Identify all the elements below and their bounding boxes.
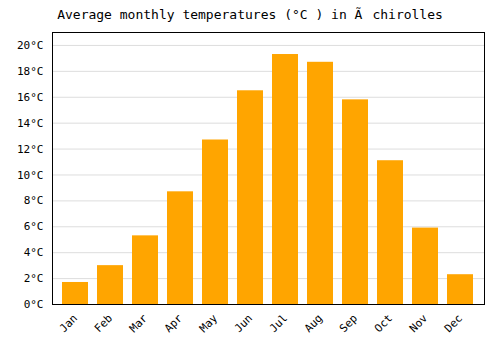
svg-text:2°C: 2°C bbox=[24, 272, 44, 285]
svg-text:Nov: Nov bbox=[407, 311, 431, 335]
svg-text:Aug: Aug bbox=[302, 312, 325, 335]
svg-text:12°C: 12°C bbox=[17, 143, 44, 156]
svg-text:18°C: 18°C bbox=[17, 65, 44, 78]
svg-text:Feb: Feb bbox=[92, 312, 115, 335]
svg-text:20°C: 20°C bbox=[17, 39, 44, 52]
svg-text:May: May bbox=[197, 311, 221, 335]
svg-text:Jul: Jul bbox=[267, 312, 290, 335]
svg-text:6°C: 6°C bbox=[24, 220, 44, 233]
svg-text:0°C: 0°C bbox=[24, 298, 44, 311]
html-text:Average monthly temperatures (: Average monthly temperatures (°C ) in Ã… bbox=[57, 7, 443, 22]
svg-text:Oct: Oct bbox=[372, 312, 395, 335]
svg-text:14°C: 14°C bbox=[17, 117, 44, 130]
svg-text:Dec: Dec bbox=[442, 312, 465, 335]
svg-text:4°C: 4°C bbox=[24, 246, 44, 259]
svg-text:Apr: Apr bbox=[162, 311, 186, 335]
svg-text:Sep: Sep bbox=[337, 312, 360, 335]
svg-text:Jun: Jun bbox=[232, 312, 255, 335]
svg-text:Jan: Jan bbox=[57, 312, 80, 335]
svg-text:8°C: 8°C bbox=[24, 194, 44, 207]
svg-text:Mar: Mar bbox=[127, 311, 151, 335]
svg-text:16°C: 16°C bbox=[17, 91, 44, 104]
svg-text:10°C: 10°C bbox=[17, 168, 44, 181]
